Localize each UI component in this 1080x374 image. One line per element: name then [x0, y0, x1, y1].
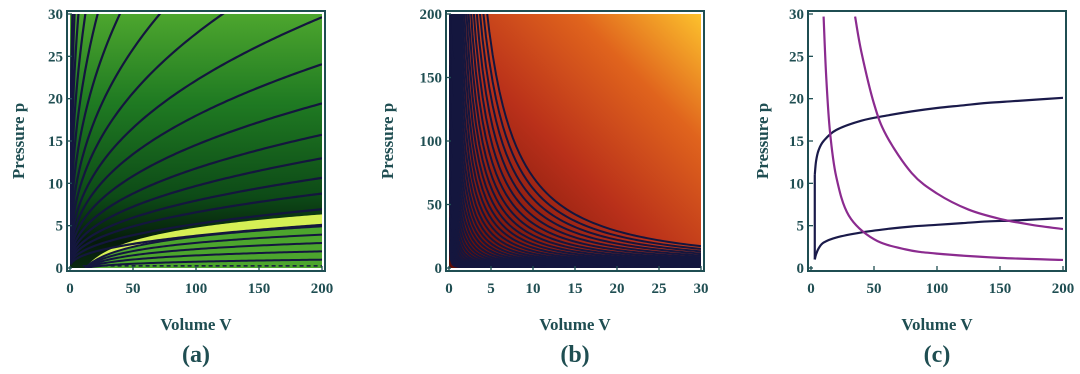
x-tick-label: 5	[487, 281, 495, 297]
y-tick-label: 20	[789, 92, 804, 108]
x-tick-label: 150	[989, 281, 1012, 297]
panel-a-plot	[70, 14, 322, 268]
y-tick-label: 0	[435, 261, 443, 277]
contour-line	[486, 14, 701, 248]
contour-line	[70, 14, 225, 243]
contour-line	[479, 14, 701, 253]
x-tick-label: 200	[1052, 281, 1075, 297]
x-tick-label: 0	[807, 281, 815, 297]
x-tick-label: 10	[526, 281, 541, 297]
contour-line	[70, 176, 322, 261]
y-tick-label: 5	[56, 219, 64, 235]
y-tick-label: 30	[48, 7, 63, 23]
panel-a-label: (a)	[182, 342, 210, 368]
y-tick-label: 200	[420, 7, 443, 23]
contour-line	[84, 225, 322, 268]
panel-a: 0 50 100 150 200 0 5 10 15 20 25 30 Volume V Pressu…	[9, 7, 333, 368]
panel-c-plot	[813, 16, 1063, 262]
highlight-band	[85, 214, 322, 268]
y-tick-label: 5	[797, 219, 805, 235]
contour-line	[70, 14, 80, 183]
contour-line	[70, 133, 322, 258]
x-tick-label: 20	[610, 281, 625, 297]
contour-line	[84, 250, 322, 268]
contour-line	[463, 14, 701, 263]
panel-b-plot	[449, 14, 701, 268]
contour-line	[70, 208, 322, 264]
x-tick-label: 200	[311, 281, 334, 297]
y-tick-label: 25	[789, 49, 804, 65]
contour-line	[84, 241, 322, 268]
panel-b-xlabel: Volume V	[539, 315, 611, 334]
x-tick-label: 0	[66, 281, 74, 297]
y-tick-label: 25	[48, 49, 63, 65]
contour-line	[70, 14, 122, 228]
y-tick-label: 30	[789, 7, 804, 23]
contour-line	[482, 14, 701, 250]
contour-line	[70, 14, 162, 237]
y-tick-label: 50	[427, 198, 442, 214]
contour-line	[461, 14, 701, 264]
contour-line	[70, 16, 322, 248]
x-tick-label: 50	[126, 281, 141, 297]
contour-line	[475, 14, 701, 255]
panel-c-ticks: 0 50 100 150 200 0 5 10 15 20 25 30	[789, 7, 1074, 297]
panel-a-ylabel: Pressure p	[9, 103, 28, 179]
y-tick-label: 20	[48, 92, 63, 108]
y-tick-label: 150	[420, 71, 443, 87]
panel-b-ylabel: Pressure p	[378, 103, 397, 179]
y-tick-label: 10	[789, 176, 804, 192]
contour-line	[460, 14, 701, 265]
x-tick-label: 25	[652, 281, 667, 297]
x-tick-label: 0	[445, 281, 453, 297]
contour-line	[84, 233, 322, 268]
contour-line	[70, 157, 322, 260]
contour-line	[472, 14, 701, 257]
x-tick-label: 150	[248, 281, 271, 297]
contour-line	[70, 102, 322, 255]
contour-line	[470, 14, 701, 259]
contour-line	[70, 14, 99, 217]
contour-line	[84, 258, 322, 268]
contour-line	[465, 14, 701, 262]
panel-c-label: (c)	[924, 342, 951, 368]
panel-b-ticks: 0 5 10 15 20 25 30 0 50 100 150 200	[420, 7, 709, 297]
panel-c: 0 50 100 150 200 0 5 10 15 20 25 30 Volume V Pressu…	[753, 7, 1074, 368]
series-line	[822, 16, 1063, 262]
x-tick-label: 15	[568, 281, 583, 297]
y-tick-label: 15	[789, 134, 804, 150]
x-tick-label: 100	[926, 281, 949, 297]
y-tick-label: 15	[48, 134, 63, 150]
x-tick-label: 100	[185, 281, 208, 297]
x-tick-label: 30	[694, 281, 709, 297]
y-tick-label: 100	[420, 134, 443, 150]
panel-c-background	[811, 14, 1063, 268]
panel-c-xlabel: Volume V	[901, 315, 973, 334]
y-tick-label: 0	[797, 261, 805, 277]
contour-line	[70, 192, 322, 263]
panel-b-label: (b)	[560, 342, 589, 368]
panel-b: 0 5 10 15 20 25 30 0 50 100 150 200 Volume V Pressu…	[378, 7, 709, 368]
series-line	[854, 16, 1063, 231]
x-tick-label: 50	[867, 281, 882, 297]
contour-line	[467, 14, 701, 260]
panel-c-ylabel: Pressure p	[753, 103, 772, 179]
y-tick-label: 0	[56, 261, 64, 277]
contour-line	[70, 14, 87, 202]
series-line	[813, 96, 1063, 175]
y-tick-label: 10	[48, 176, 63, 192]
contour-line	[70, 63, 322, 252]
panel-a-ticks: 0 50 100 150 200 0 5 10 15 20 25 30	[48, 7, 333, 297]
panel-a-xlabel: Volume V	[160, 315, 232, 334]
